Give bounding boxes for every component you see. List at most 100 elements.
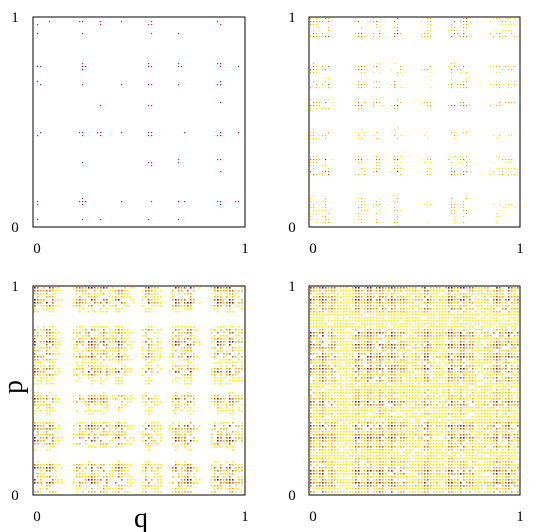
density-point	[337, 302, 339, 304]
density-point	[313, 344, 315, 346]
density-point	[367, 69, 369, 71]
density-point	[79, 482, 81, 484]
density-point	[226, 353, 228, 355]
density-point	[148, 302, 150, 304]
density-point	[454, 317, 456, 319]
density-point	[121, 443, 123, 445]
density-point	[52, 338, 54, 340]
density-point	[34, 341, 36, 343]
density-point	[229, 476, 231, 478]
density-point	[94, 293, 96, 295]
density-point	[148, 84, 150, 86]
density-point	[100, 431, 102, 433]
density-point	[475, 380, 477, 382]
density-point	[376, 24, 378, 26]
density-point	[481, 401, 483, 403]
density-point	[106, 410, 108, 412]
density-point	[91, 329, 93, 331]
density-point	[313, 174, 315, 176]
density-point	[406, 311, 408, 313]
density-point	[316, 356, 318, 358]
density-point	[400, 317, 402, 319]
density-point	[187, 464, 189, 466]
density-point	[331, 371, 333, 373]
density-point	[232, 401, 234, 403]
density-point	[376, 380, 378, 382]
density-point	[103, 443, 105, 445]
density-point	[232, 311, 234, 313]
density-point	[418, 308, 420, 310]
density-point	[382, 386, 384, 388]
density-point	[406, 314, 408, 316]
density-point	[436, 335, 438, 337]
density-point	[214, 374, 216, 376]
density-point	[502, 374, 504, 376]
density-point	[172, 293, 174, 295]
density-point	[343, 392, 345, 394]
density-point	[34, 329, 36, 331]
density-point	[427, 222, 429, 224]
density-point	[238, 350, 240, 352]
density-point	[376, 66, 378, 68]
density-point	[331, 368, 333, 370]
density-point	[157, 302, 159, 304]
density-point	[379, 213, 381, 215]
density-point	[94, 425, 96, 427]
density-point	[40, 302, 42, 304]
density-point	[457, 392, 459, 394]
density-point	[436, 290, 438, 292]
density-point	[130, 398, 132, 400]
density-point	[514, 356, 516, 358]
density-point	[310, 368, 312, 370]
density-point	[160, 302, 162, 304]
density-point	[130, 437, 132, 439]
density-point	[499, 341, 501, 343]
density-point	[223, 443, 225, 445]
density-point	[76, 293, 78, 295]
density-point	[121, 347, 123, 349]
density-point	[397, 401, 399, 403]
density-point	[151, 371, 153, 373]
density-point	[493, 162, 495, 164]
density-point	[481, 287, 483, 289]
density-point	[505, 308, 507, 310]
density-point	[112, 476, 114, 478]
density-point	[367, 398, 369, 400]
density-point	[214, 329, 216, 331]
density-point	[397, 383, 399, 385]
density-point	[337, 362, 339, 364]
density-point	[505, 380, 507, 382]
density-point	[376, 389, 378, 391]
density-point	[391, 389, 393, 391]
density-point	[433, 287, 435, 289]
density-point	[40, 305, 42, 307]
density-point	[157, 332, 159, 334]
density-point	[397, 356, 399, 358]
density-point	[454, 329, 456, 331]
density-point	[427, 156, 429, 158]
density-point	[49, 305, 51, 307]
density-point	[490, 392, 492, 394]
density-point	[361, 362, 363, 364]
density-point	[508, 69, 510, 71]
density-point	[43, 401, 45, 403]
density-point	[460, 314, 462, 316]
density-point	[439, 374, 441, 376]
density-point	[82, 335, 84, 337]
density-point	[220, 440, 222, 442]
density-point	[322, 377, 324, 379]
density-point	[415, 365, 417, 367]
density-point	[214, 398, 216, 400]
density-point	[349, 392, 351, 394]
density-point	[433, 374, 435, 376]
density-point	[46, 443, 48, 445]
density-point	[214, 290, 216, 292]
density-point	[505, 66, 507, 68]
density-point	[412, 362, 414, 364]
density-point	[484, 353, 486, 355]
density-point	[235, 431, 237, 433]
density-point	[184, 437, 186, 439]
density-point	[328, 222, 330, 224]
density-point	[73, 395, 75, 397]
density-point	[100, 326, 102, 328]
